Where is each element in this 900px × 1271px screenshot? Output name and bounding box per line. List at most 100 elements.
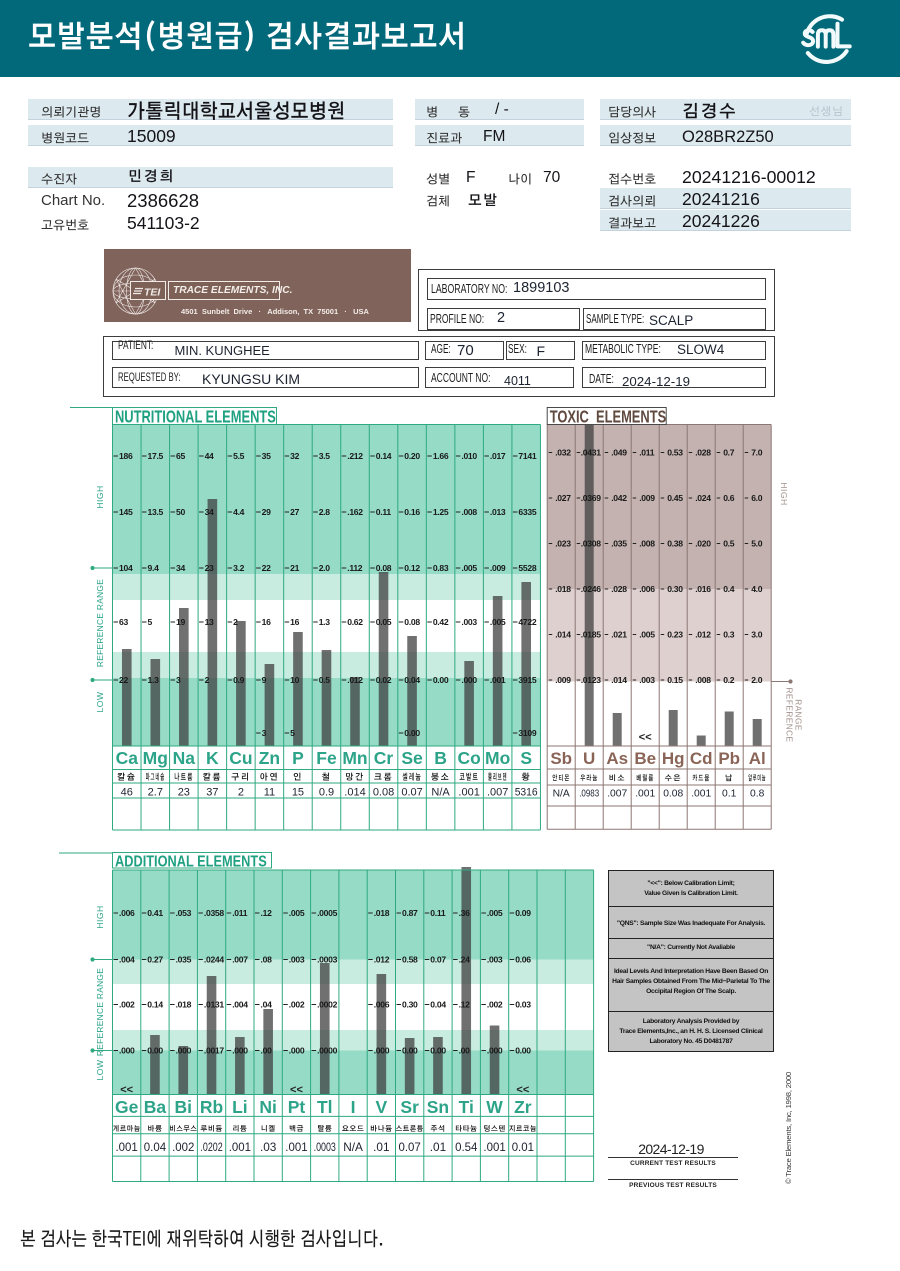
svg-text:.007: .007 [607, 789, 627, 800]
svg-text:34: 34 [176, 563, 185, 573]
svg-text:.01: .01 [430, 1140, 446, 1154]
svg-text:.0369: .0369 [581, 493, 602, 503]
svg-text:0.07: 0.07 [399, 1140, 421, 1154]
svg-text:HIGH: HIGH [95, 485, 105, 508]
svg-text:Sr: Sr [400, 1097, 419, 1117]
svg-text:LOW: LOW [95, 691, 105, 712]
svg-text:.0185: .0185 [581, 630, 602, 640]
svg-text:.009: .009 [490, 563, 506, 573]
svg-text:.035: .035 [176, 955, 192, 965]
svg-text:.0358: .0358 [204, 908, 225, 918]
svg-text:.0431: .0431 [581, 448, 602, 458]
svg-text:0.00: 0.00 [147, 1046, 163, 1056]
svg-text:Se: Se [401, 748, 423, 768]
svg-text:.12: .12 [261, 908, 273, 918]
svg-text:.0000: .0000 [317, 1046, 338, 1056]
svg-text:.00: .00 [261, 1046, 273, 1056]
svg-text:.008: .008 [461, 507, 477, 517]
svg-text:0.08: 0.08 [404, 617, 420, 627]
svg-text:0.04: 0.04 [404, 675, 420, 685]
svg-text:REFERENCE: REFERENCE [785, 688, 794, 743]
svg-text:.014: .014 [344, 786, 365, 798]
svg-text:.005: .005 [289, 908, 305, 918]
svg-text:0.09: 0.09 [515, 908, 531, 918]
svg-text:0.00: 0.00 [433, 675, 449, 685]
svg-text:0.23: 0.23 [667, 630, 683, 640]
svg-text:0.07: 0.07 [401, 786, 422, 798]
svg-text:TEI: TEI [144, 287, 161, 299]
svg-text:0.53: 0.53 [667, 448, 683, 458]
svg-text:Cr: Cr [374, 748, 394, 768]
svg-text:0.08: 0.08 [663, 789, 683, 800]
svg-text:0.14: 0.14 [376, 451, 392, 461]
svg-text:9: 9 [262, 675, 267, 685]
svg-text:6335: 6335 [518, 507, 536, 517]
svg-text:.014: .014 [611, 675, 627, 685]
svg-text:Fe: Fe [316, 748, 337, 768]
svg-text:0.08: 0.08 [373, 786, 394, 798]
svg-text:B: B [434, 748, 447, 768]
svg-text:N/A: N/A [343, 1140, 363, 1154]
svg-text:.005: .005 [487, 908, 503, 918]
svg-text:0.04: 0.04 [144, 1140, 167, 1154]
svg-text:0.9: 0.9 [233, 675, 245, 685]
svg-text:.001: .001 [285, 1140, 307, 1154]
svg-text:.006: .006 [374, 1000, 390, 1010]
svg-text:3.2: 3.2 [233, 563, 245, 573]
svg-text:.04: .04 [261, 1000, 273, 1010]
svg-text:5: 5 [148, 617, 153, 627]
svg-text:.008: .008 [695, 675, 711, 685]
svg-text:.008: .008 [639, 539, 655, 549]
svg-text:104: 104 [119, 563, 133, 573]
svg-text:0.30: 0.30 [667, 584, 683, 594]
svg-text:13.5: 13.5 [148, 507, 164, 517]
svg-text:50: 50 [176, 507, 185, 517]
svg-text:.000: .000 [487, 1046, 503, 1056]
svg-text:Al: Al [749, 749, 766, 768]
svg-text:.000: .000 [289, 1046, 305, 1056]
svg-text:N/A: N/A [431, 786, 450, 798]
svg-text:.0246: .0246 [581, 584, 602, 594]
svg-text:7141: 7141 [518, 451, 536, 461]
svg-text:5528: 5528 [518, 563, 536, 573]
svg-text:N/A: N/A [553, 789, 570, 800]
svg-text:0.04: 0.04 [430, 1000, 446, 1010]
svg-text:0.03: 0.03 [515, 1000, 531, 1010]
svg-text:Pt: Pt [288, 1097, 306, 1117]
svg-text:.001: .001 [691, 789, 711, 800]
svg-text:5.5: 5.5 [233, 451, 245, 461]
svg-text:0.3: 0.3 [723, 630, 735, 640]
svg-text:1.25: 1.25 [433, 507, 449, 517]
svg-text:.12: .12 [459, 1000, 471, 1010]
svg-text:9.4: 9.4 [148, 563, 160, 573]
svg-text:10: 10 [290, 675, 299, 685]
svg-text:Na: Na [173, 748, 196, 768]
svg-text:0.11: 0.11 [430, 908, 446, 918]
svg-text:.01: .01 [373, 1140, 389, 1154]
svg-text:65: 65 [176, 451, 185, 461]
svg-text:Be: Be [634, 749, 656, 768]
svg-text:0.87: 0.87 [402, 908, 418, 918]
svg-text:.018: .018 [374, 908, 390, 918]
svg-text:.006: .006 [119, 908, 135, 918]
svg-text:7.0: 7.0 [751, 448, 763, 458]
svg-text:.000: .000 [461, 675, 477, 685]
svg-text:<<: << [639, 732, 652, 744]
svg-text:22: 22 [262, 563, 271, 573]
svg-text:.0131: .0131 [204, 1000, 225, 1010]
svg-text:.010: .010 [461, 451, 477, 461]
svg-text:.006: .006 [639, 584, 655, 594]
svg-text:63: 63 [119, 617, 128, 627]
svg-text:0.83: 0.83 [433, 563, 449, 573]
svg-text:2.7: 2.7 [148, 786, 163, 798]
svg-text:W: W [486, 1097, 503, 1117]
svg-text:.001: .001 [483, 1140, 505, 1154]
svg-text:0.27: 0.27 [147, 955, 163, 965]
svg-text:.001: .001 [635, 789, 655, 800]
svg-text:.0308: .0308 [581, 539, 602, 549]
svg-text:.001: .001 [458, 786, 479, 798]
svg-text:0.41: 0.41 [147, 908, 163, 918]
svg-text:35: 35 [262, 451, 271, 461]
svg-text:.002: .002 [289, 1000, 305, 1010]
svg-text:<<: << [120, 1084, 133, 1096]
